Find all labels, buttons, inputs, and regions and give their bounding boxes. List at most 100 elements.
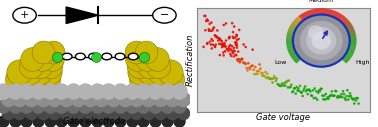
Point	[12, 105, 18, 107]
Point	[51, 98, 57, 100]
Polygon shape	[345, 54, 351, 58]
Point	[122, 112, 128, 114]
Polygon shape	[344, 55, 350, 60]
Polygon shape	[295, 58, 301, 63]
Point	[299, 92, 305, 94]
Polygon shape	[343, 20, 349, 25]
Point	[323, 93, 329, 95]
Point	[280, 83, 286, 85]
Polygon shape	[287, 33, 294, 35]
Point	[133, 51, 139, 53]
Polygon shape	[349, 43, 356, 44]
Polygon shape	[308, 10, 311, 17]
Point	[331, 95, 337, 97]
Point	[28, 65, 34, 67]
Point	[209, 47, 215, 49]
Polygon shape	[349, 41, 356, 42]
Polygon shape	[341, 17, 346, 22]
Polygon shape	[316, 9, 317, 15]
Polygon shape	[291, 24, 297, 28]
Polygon shape	[348, 49, 355, 52]
Polygon shape	[288, 29, 295, 32]
Point	[218, 43, 225, 45]
Polygon shape	[299, 15, 304, 21]
Point	[241, 62, 247, 64]
Point	[214, 36, 220, 38]
Point	[202, 15, 208, 17]
Point	[344, 95, 350, 97]
Polygon shape	[301, 14, 306, 19]
Polygon shape	[349, 47, 355, 50]
Polygon shape	[286, 37, 293, 38]
Polygon shape	[349, 33, 355, 35]
Polygon shape	[294, 20, 300, 24]
Polygon shape	[289, 51, 296, 54]
Polygon shape	[287, 33, 294, 35]
Point	[226, 36, 232, 38]
Polygon shape	[286, 37, 293, 38]
Polygon shape	[287, 45, 294, 46]
Polygon shape	[346, 52, 353, 56]
Polygon shape	[289, 27, 296, 30]
Point	[75, 112, 81, 114]
Polygon shape	[347, 50, 354, 52]
Point	[15, 78, 21, 80]
Polygon shape	[291, 54, 297, 58]
Point	[206, 30, 212, 32]
Polygon shape	[309, 10, 312, 17]
Point	[276, 83, 282, 85]
Point	[239, 58, 245, 60]
Point	[264, 73, 270, 75]
Point	[275, 83, 281, 85]
Polygon shape	[349, 45, 356, 47]
Polygon shape	[325, 9, 327, 15]
Polygon shape	[342, 18, 347, 23]
Polygon shape	[344, 56, 350, 60]
Polygon shape	[291, 54, 298, 58]
Polygon shape	[345, 24, 352, 27]
Point	[208, 30, 214, 32]
Point	[47, 90, 53, 92]
Point	[256, 70, 262, 72]
Point	[35, 105, 41, 107]
Point	[271, 75, 277, 77]
Polygon shape	[340, 16, 345, 21]
Polygon shape	[345, 54, 352, 57]
Polygon shape	[307, 11, 310, 17]
Point	[215, 39, 221, 42]
Point	[342, 97, 348, 99]
Point	[47, 105, 53, 107]
Polygon shape	[287, 35, 294, 37]
Point	[296, 90, 302, 92]
Point	[122, 98, 128, 100]
Point	[280, 85, 287, 87]
Point	[23, 90, 29, 92]
Polygon shape	[287, 34, 294, 36]
Polygon shape	[330, 10, 333, 16]
Polygon shape	[288, 30, 295, 32]
Polygon shape	[301, 14, 305, 20]
Polygon shape	[289, 51, 296, 54]
Polygon shape	[290, 25, 296, 29]
Polygon shape	[348, 31, 355, 33]
Point	[82, 90, 88, 92]
Text: High: High	[355, 60, 369, 65]
Point	[218, 40, 225, 42]
Polygon shape	[349, 47, 355, 49]
Point	[311, 97, 317, 99]
Polygon shape	[345, 23, 351, 27]
Polygon shape	[308, 11, 311, 17]
Polygon shape	[347, 50, 354, 53]
Polygon shape	[339, 15, 344, 21]
Point	[200, 46, 206, 48]
Circle shape	[75, 53, 85, 60]
Point	[237, 61, 243, 63]
Point	[46, 71, 52, 73]
Point	[234, 47, 240, 49]
Point	[288, 86, 294, 88]
Polygon shape	[318, 9, 319, 15]
Point	[300, 95, 306, 97]
Point	[221, 42, 227, 44]
Point	[230, 31, 236, 33]
Polygon shape	[336, 13, 340, 19]
